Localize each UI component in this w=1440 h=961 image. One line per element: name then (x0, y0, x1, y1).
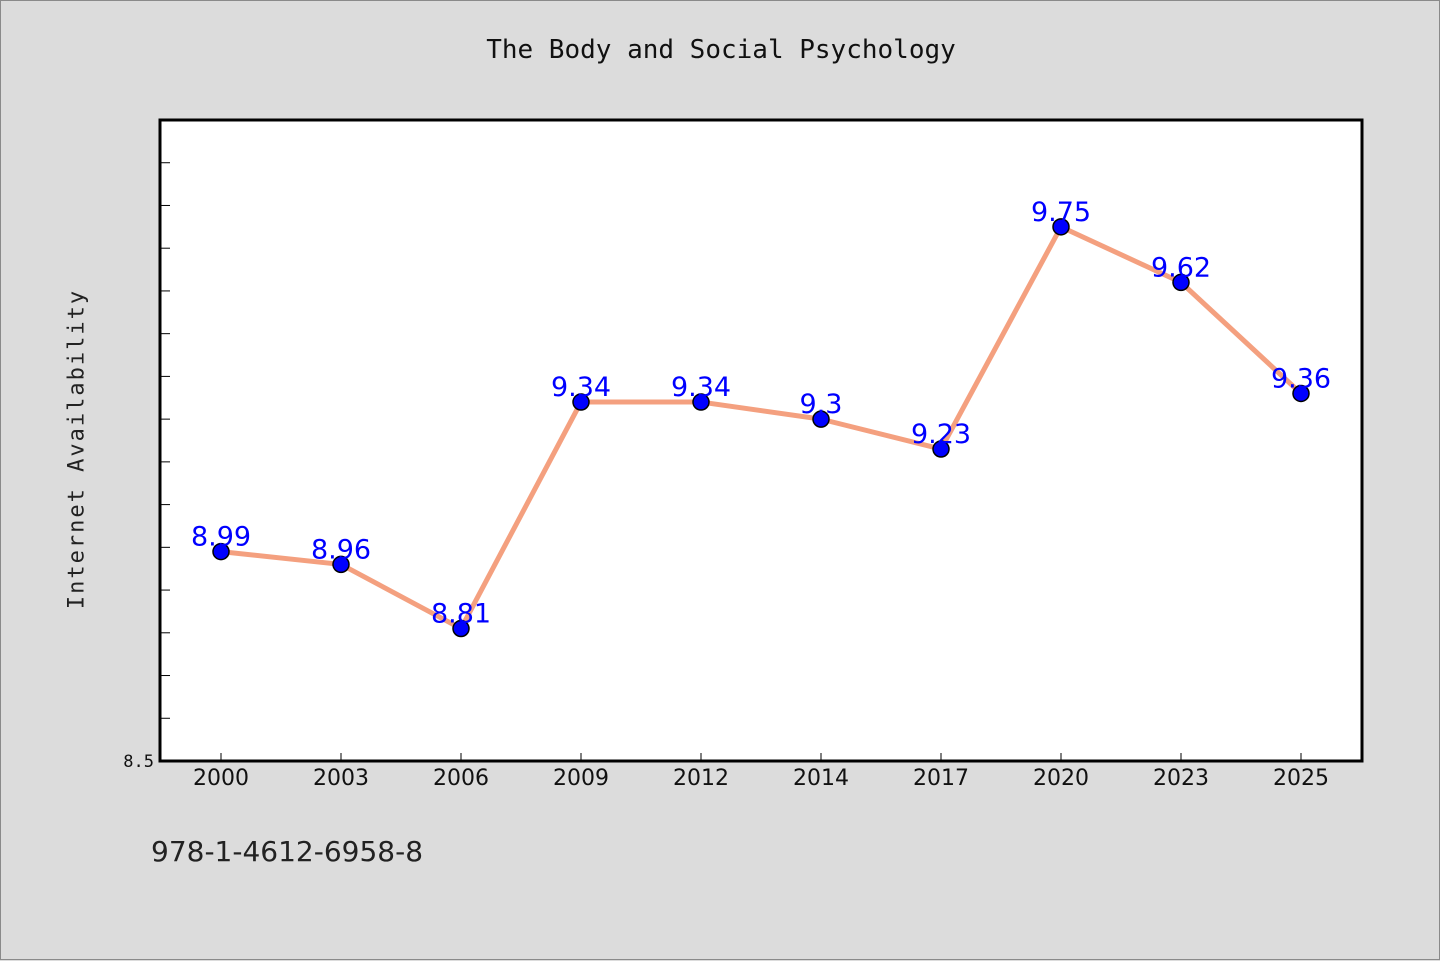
data-labels-group: 8.99 8.96 8.81 9.34 9.34 9.3 9.23 9.75 9.62 9.36 (191, 197, 1331, 630)
x-tick-label: 2006 (433, 766, 489, 791)
data-label: 9.75 (1031, 197, 1091, 228)
data-label: 9.62 (1151, 252, 1211, 283)
x-ticks: 2000 2003 2006 2009 2012 2014 2017 2020 2023 2025 (193, 753, 1329, 791)
data-label: 9.36 (1271, 363, 1331, 394)
data-point (932, 440, 950, 458)
x-tick-label: 2009 (553, 766, 609, 791)
x-tick-label: 2012 (673, 766, 729, 791)
plot-area (158, 118, 1364, 763)
data-label: 9.23 (911, 419, 971, 450)
series-line (220, 224, 1303, 632)
data-label: 8.81 (431, 599, 491, 630)
x-tick-label: 2023 (1153, 766, 1209, 791)
data-label: 8.96 (311, 534, 371, 565)
data-label: 9.34 (671, 372, 731, 403)
isbn-text: 978-1-4612-6958-8 (151, 835, 424, 868)
data-point (572, 393, 590, 411)
y-tick-label: 8.5 (123, 752, 154, 772)
x-tick-label: 2017 (913, 766, 969, 791)
data-point (452, 619, 470, 638)
data-point (1052, 218, 1070, 236)
data-point (1292, 384, 1310, 403)
data-point (1172, 273, 1190, 292)
markers-group (212, 218, 1310, 638)
series-group (220, 224, 1303, 632)
x-tick-label: 2025 (1273, 766, 1329, 791)
data-label: 9.34 (551, 372, 611, 403)
x-tick-label: 2000 (193, 766, 249, 791)
data-point (212, 542, 230, 561)
x-tick-label: 2014 (793, 766, 849, 791)
data-label: 8.99 (191, 522, 251, 553)
y-ticks: 8.5 (123, 162, 170, 772)
x-tick-label: 2020 (1033, 766, 1089, 791)
data-point (812, 410, 830, 428)
data-point (332, 555, 350, 574)
chart-title: The Body and Social Psychology (486, 35, 956, 65)
x-tick-label: 2003 (313, 766, 369, 791)
data-point (692, 393, 710, 411)
data-label: 9.3 (800, 389, 843, 420)
